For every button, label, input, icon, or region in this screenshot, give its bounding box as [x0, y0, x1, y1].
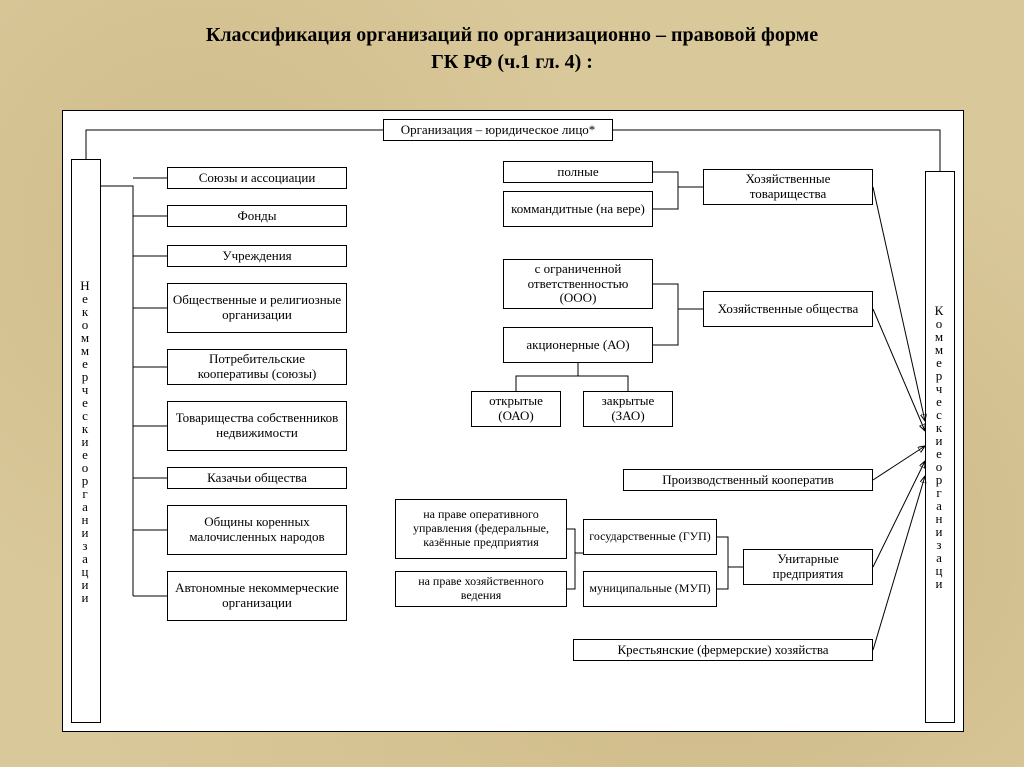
diagram-canvas: Организация – юридическое лицо* Н е к о … [62, 110, 964, 732]
node-hved: на праве хозяйс­твенного ведения [395, 571, 567, 607]
node-nc1: Союзы и ассоциации [167, 167, 347, 189]
node-commercial: К о м м е р ч е с к и е о р г а н и з а … [925, 171, 955, 723]
node-gup: государствен­ные (ГУП) [583, 519, 717, 555]
node-nc7: Казачьи общества [167, 467, 347, 489]
node-komm: коммандитные (на вере) [503, 191, 653, 227]
title-line-1: Классификация организаций по организацио… [206, 24, 818, 46]
node-nc9: Автономные некоммерческие организации [167, 571, 347, 621]
node-nc2: Фонды [167, 205, 347, 227]
node-ooo: с ограниченной ответствен­ностью (ООО) [503, 259, 653, 309]
node-nc5: Потребительские кооперативы (союзы) [167, 349, 347, 385]
node-ht: Хозяйственные товарищества [703, 169, 873, 205]
node-ao: акционерные (АО) [503, 327, 653, 363]
node-root: Организация – юридическое лицо* [383, 119, 613, 141]
node-kfh: Крестьянские (фермерские) хозяйства [573, 639, 873, 661]
node-nc4: Общественные и религиозные организации [167, 283, 347, 333]
node-mup: муниципальные (МУП) [583, 571, 717, 607]
node-ho: Хозяйственные общества [703, 291, 873, 327]
node-oao: открытые (ОАО) [471, 391, 561, 427]
node-zao: закрытые (ЗАО) [583, 391, 673, 427]
node-opr: на праве оператив­ного управления (федер… [395, 499, 567, 559]
node-noncommercial: Н е к о м м е р ч е с к и е о р г а н и … [71, 159, 101, 723]
node-up: Унитарные предприятия [743, 549, 873, 585]
node-pk: Производственный кооператив [623, 469, 873, 491]
title-line-2: ГК РФ (ч.1 гл. 4) : [431, 51, 593, 73]
node-nc6: Товарищества собственников недвижимости [167, 401, 347, 451]
node-full: полные [503, 161, 653, 183]
node-nc8: Общины коренных малочисленных народов [167, 505, 347, 555]
node-nc3: Учреждения [167, 245, 347, 267]
